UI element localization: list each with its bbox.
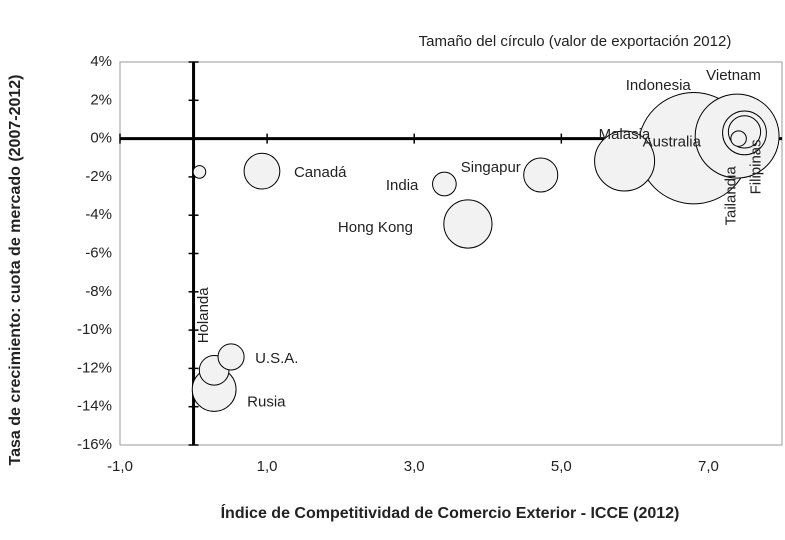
x-tick-label: 5,0: [551, 458, 572, 475]
bubble: [443, 199, 493, 249]
bubble-label: Tailandia: [722, 166, 739, 226]
plot-frame: [119, 61, 783, 446]
x-tick-label: -1,0: [107, 458, 133, 475]
bubble-label: U.S.A.: [255, 350, 298, 367]
bubble-label: Canadá: [294, 164, 347, 181]
y-tick-label: -12%: [77, 359, 112, 376]
bubble-label: Singapur: [461, 159, 521, 176]
bubble: [730, 130, 747, 147]
y-tick-label: -8%: [85, 283, 112, 300]
y-axis-title: Tasa de crecimiento: cuota de mercado (2…: [7, 75, 24, 466]
bubble-label: Filipinas: [747, 139, 764, 194]
bubble: [243, 152, 281, 190]
y-tick-label: -6%: [85, 244, 112, 261]
y-tick-label: -4%: [85, 206, 112, 223]
bubble-label: Rusia: [247, 393, 286, 410]
x-tick-label: 7,0: [698, 458, 719, 475]
y-tick-label: -2%: [85, 168, 112, 185]
bubble: [523, 157, 559, 193]
y-tick-label: -10%: [77, 321, 112, 338]
x-tick-label: 1,0: [257, 458, 278, 475]
bubble-label: India: [386, 177, 419, 194]
annotation: Tamaño del círculo (valor de exportación…: [419, 33, 732, 50]
bubble-label: Australia: [643, 134, 702, 151]
bubble-label: Hong Kong: [338, 219, 413, 236]
bubble: [594, 130, 656, 192]
y-tick-label: -16%: [77, 436, 112, 453]
y-tick-label: 0%: [90, 130, 112, 147]
x-axis-title: Índice de Competitividad de Comercio Ext…: [221, 503, 680, 522]
y-tick-label: 2%: [90, 91, 112, 108]
y-tick-label: -14%: [77, 398, 112, 415]
bubble: [192, 165, 207, 179]
y-tick-label: 4%: [90, 53, 112, 70]
bubble-label: Holanda: [195, 287, 212, 344]
bubble: [217, 343, 245, 371]
bubble-label: Indonesia: [626, 77, 692, 94]
x-tick-label: 3,0: [404, 458, 425, 475]
bubble-label: Malasia: [599, 126, 651, 143]
bubble: [432, 171, 457, 197]
bubble-label: Vietnam: [706, 67, 761, 84]
